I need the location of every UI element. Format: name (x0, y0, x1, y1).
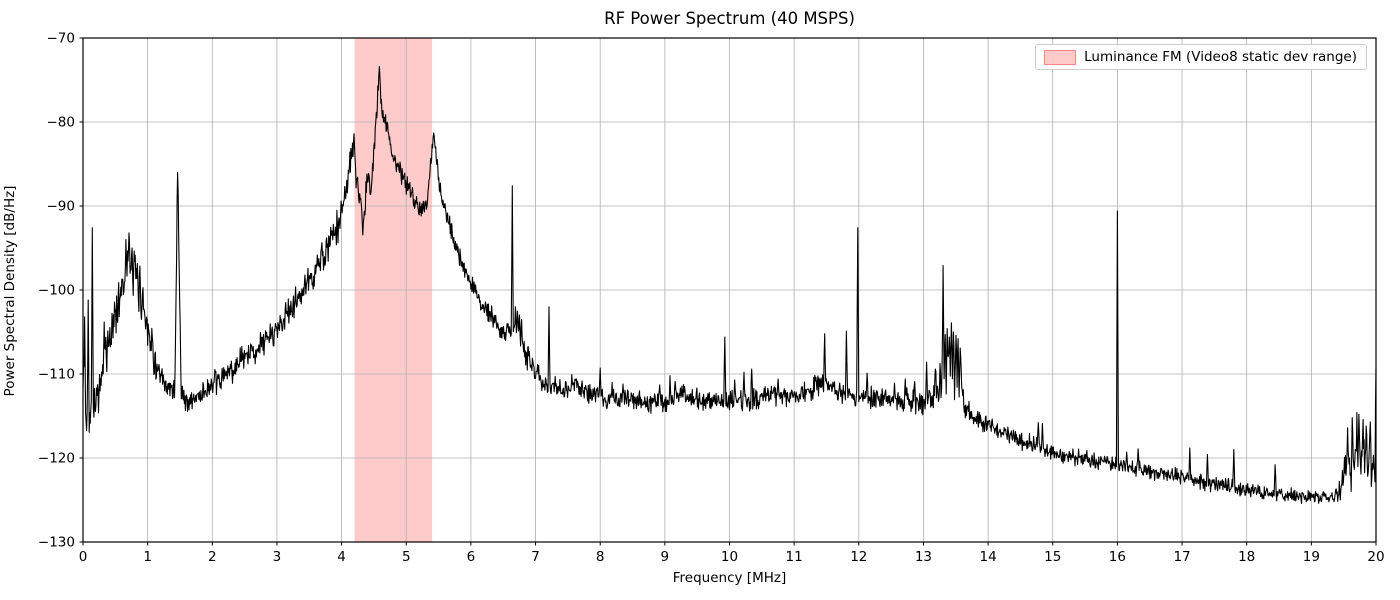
psd-trace-layer (82, 66, 1377, 505)
x-tick-label: 7 (531, 549, 540, 565)
x-tick-label: 16 (1109, 549, 1126, 565)
x-tick-label: 4 (337, 549, 346, 565)
y-tick-label: −70 (47, 31, 76, 47)
legend-swatch-band (1044, 49, 1077, 65)
y-tick-label: −90 (47, 199, 76, 215)
y-tick-label: −100 (38, 283, 75, 299)
x-tick-label: 13 (915, 549, 932, 565)
x-tick-label: 8 (596, 549, 605, 565)
legend-label: Luminance FM (Video8 static dev range) (1084, 49, 1357, 65)
x-tick-label: 17 (1173, 549, 1190, 565)
x-tick-label: 14 (980, 549, 997, 565)
x-tick-label: 9 (661, 549, 670, 565)
x-tick-label: 6 (467, 549, 476, 565)
x-tick-label: 1 (143, 549, 152, 565)
x-axis-label: Frequency [MHz] (672, 570, 787, 586)
x-tick-label: 11 (786, 549, 803, 565)
legend: Luminance FM (Video8 static dev range) (1035, 44, 1367, 70)
x-tick-label: 3 (273, 549, 282, 565)
y-tick-label: −120 (38, 451, 75, 467)
gridlines (82, 37, 1377, 543)
x-tick-label: 18 (1238, 549, 1255, 565)
y-tick-label: −110 (38, 367, 75, 383)
x-tick-label: 10 (721, 549, 738, 565)
x-tick-label: 12 (850, 549, 867, 565)
chart-title: RF Power Spectrum (40 MSPS) (604, 9, 855, 28)
x-tick-label: 20 (1367, 549, 1384, 565)
y-tick-label: −80 (47, 115, 76, 131)
x-tick-label: 5 (402, 549, 411, 565)
x-tick-label: 0 (79, 549, 88, 565)
y-axis-label: Power Spectral Density [dB/Hz] (2, 185, 18, 397)
psd-trace (82, 66, 1377, 505)
x-tick-label: 15 (1044, 549, 1061, 565)
x-tick-label: 19 (1303, 549, 1320, 565)
y-tick-label: −130 (38, 535, 75, 551)
x-tick-label: 2 (208, 549, 217, 565)
tick-marks-and-labels: 0 1 2 3 4 5 6 7 8 9 10 11 12 13 14 15 16 17 18 19 20−130−120… (38, 31, 1385, 566)
